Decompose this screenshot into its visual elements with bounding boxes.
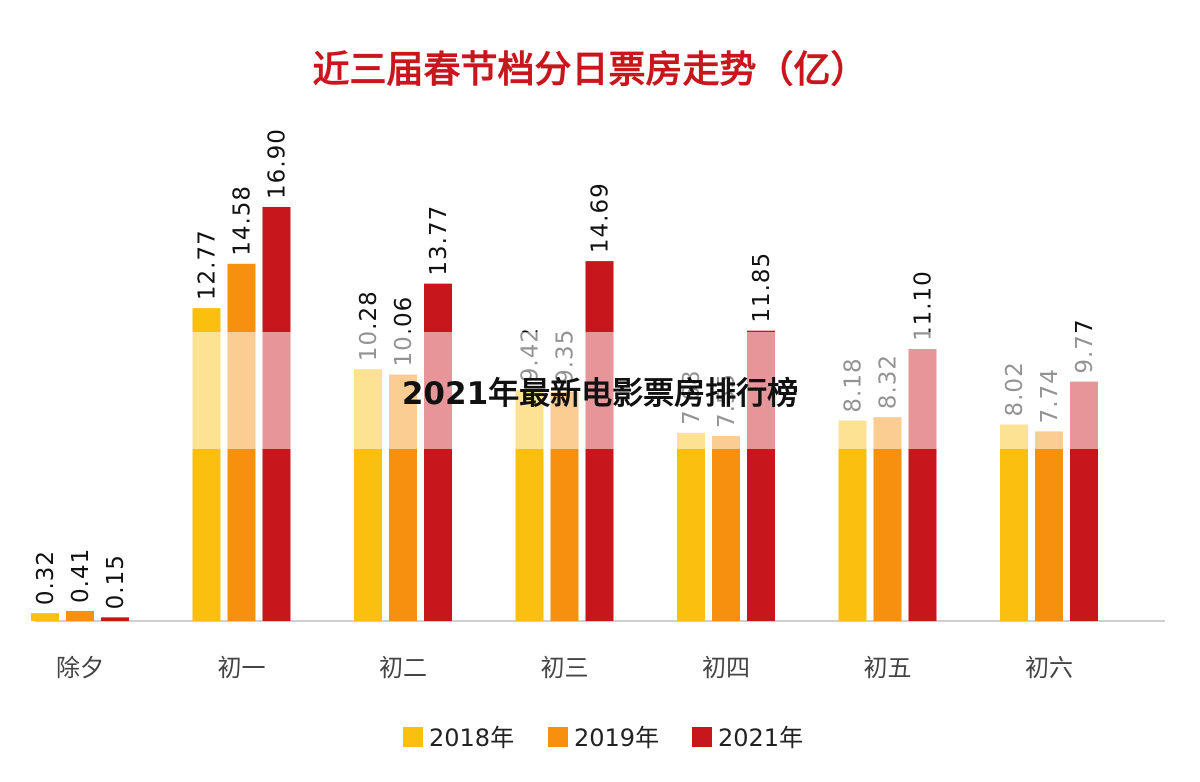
overlay-caption: 2021年最新电影票房排行榜 xyxy=(401,376,799,412)
category-label-1: 初一 xyxy=(218,654,266,682)
bar-6-1 xyxy=(1035,431,1063,621)
legend-label-0: 2018年 xyxy=(429,724,514,752)
chart-title: 近三届春节档分日票房走势（亿） xyxy=(313,48,868,91)
value-label-0-2: 0.15 xyxy=(103,554,129,609)
value-label-3-2: 14.69 xyxy=(588,182,614,253)
legend-label-2: 2021年 xyxy=(718,724,803,752)
bar-4-1 xyxy=(712,436,740,621)
bar-5-0 xyxy=(838,420,867,621)
bar-6-0 xyxy=(1000,424,1028,621)
bar-0-1 xyxy=(66,610,94,621)
legend-swatch-1 xyxy=(548,727,568,747)
bar-0-2 xyxy=(101,617,129,621)
value-label-1-0: 12.77 xyxy=(195,229,221,300)
legend-label-1: 2019年 xyxy=(574,724,659,752)
category-label-2: 初二 xyxy=(379,654,427,682)
value-label-1-2: 16.90 xyxy=(265,128,291,199)
legend-swatch-0 xyxy=(403,727,423,747)
category-labels-layer: 除夕 初一 初二 初三 初四 初五 初六 xyxy=(56,654,1073,682)
bar-5-1 xyxy=(873,417,902,621)
legend: 2018年 2019年 2021年 xyxy=(403,724,803,752)
category-label-6: 初六 xyxy=(1025,654,1073,682)
bar-4-0 xyxy=(677,432,705,621)
bar-0-0 xyxy=(31,613,59,621)
value-label-5-2: 11.10 xyxy=(911,270,937,341)
value-label-4-2: 11.85 xyxy=(749,252,775,323)
category-label-3: 初三 xyxy=(541,654,589,682)
category-label-5: 初五 xyxy=(864,654,912,682)
value-label-2-2: 13.77 xyxy=(426,205,452,276)
overlay-band xyxy=(0,332,1200,449)
category-label-0: 除夕 xyxy=(56,654,104,682)
value-label-1-1: 14.58 xyxy=(230,185,256,256)
legend-swatch-2 xyxy=(692,727,712,747)
value-label-0-0: 0.32 xyxy=(33,550,59,605)
category-label-4: 初四 xyxy=(702,654,750,682)
value-label-0-1: 0.41 xyxy=(68,548,94,603)
